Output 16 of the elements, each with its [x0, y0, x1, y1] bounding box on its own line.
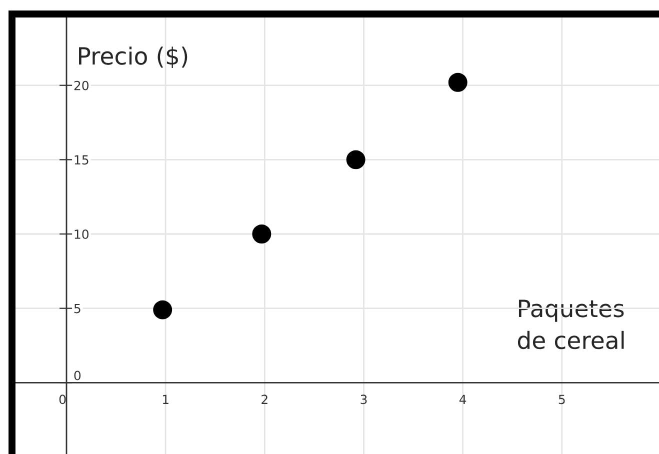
y-tick-label: 0 [74, 370, 81, 380]
x-tick-label: 2 [262, 394, 268, 404]
x-tick-label: 1 [162, 394, 168, 404]
y-tick-label: 15 [74, 155, 88, 165]
x-tick-label: 5 [558, 394, 565, 404]
y-axis-title: Precio ($) [79, 46, 188, 68]
point [252, 224, 272, 244]
y-tick-label: 5 [74, 304, 80, 314]
point [448, 72, 468, 92]
x-tick-label: 0 [59, 394, 66, 404]
point [346, 150, 366, 170]
y-tick-label: 20 [74, 80, 89, 90]
y-tick-label: 10 [74, 229, 89, 239]
x-tick-label: 3 [360, 394, 367, 404]
point [153, 300, 172, 320]
x-tick-label: 4 [459, 394, 466, 404]
